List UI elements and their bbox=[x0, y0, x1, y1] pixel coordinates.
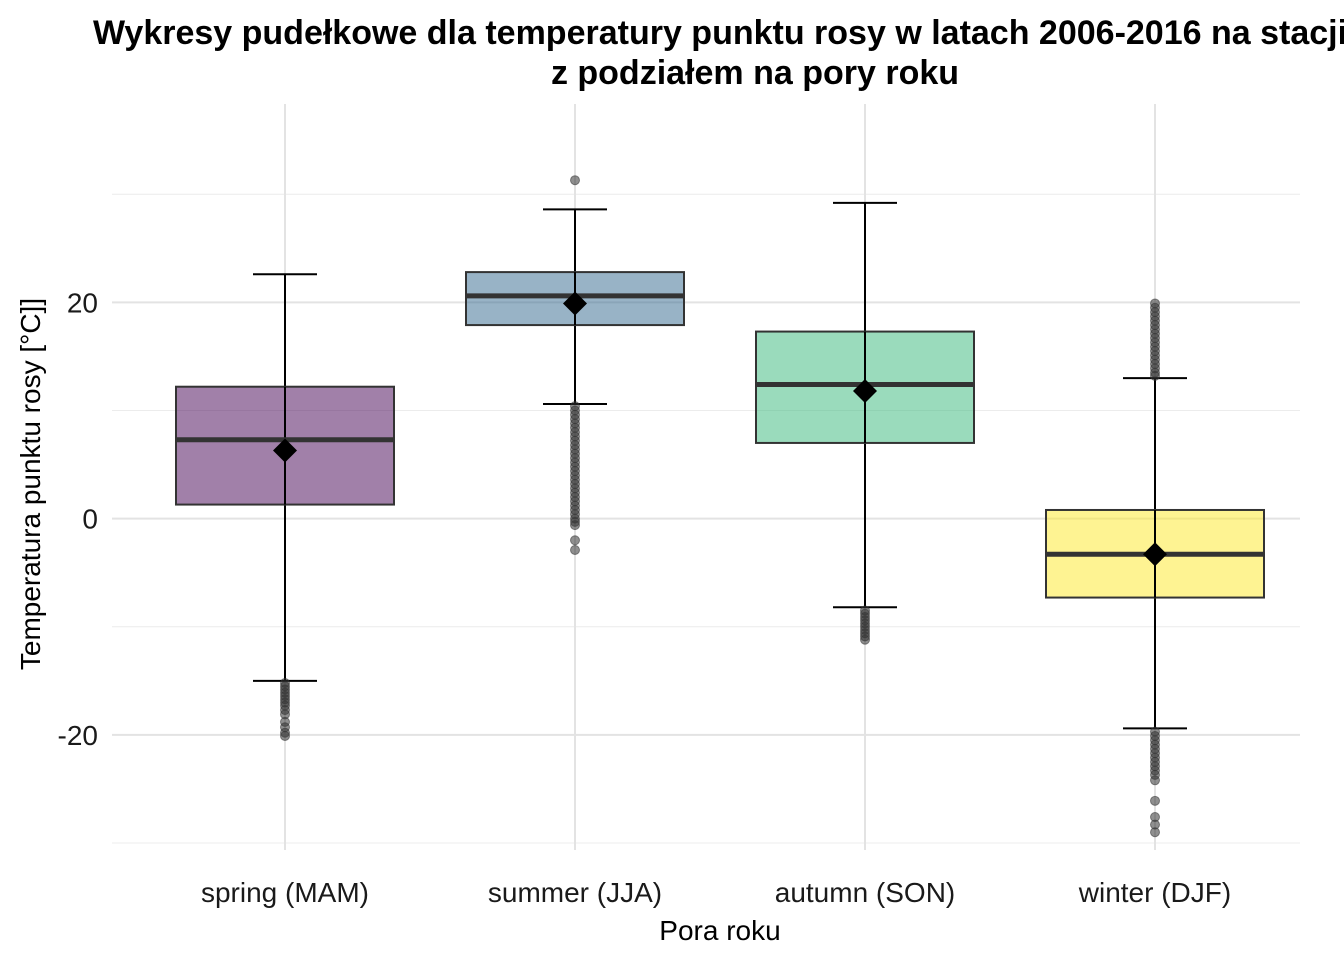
outlier-point bbox=[280, 730, 290, 741]
outlier-point bbox=[570, 535, 580, 546]
outlier-point bbox=[1150, 795, 1160, 806]
box-layer bbox=[175, 175, 1265, 838]
outlier-point bbox=[860, 634, 870, 645]
x-tick-label: autumn (SON) bbox=[775, 877, 956, 908]
outlier-point bbox=[570, 520, 580, 531]
outlier-point bbox=[570, 175, 580, 186]
box-group bbox=[175, 273, 395, 741]
chart-title-line-2: z podziałem na pory roku bbox=[551, 54, 959, 92]
box-group bbox=[755, 201, 975, 645]
x-tick-label: winter (DJF) bbox=[1078, 877, 1231, 908]
box-group bbox=[1045, 298, 1265, 838]
y-tick-label: 0 bbox=[82, 504, 98, 535]
box-group bbox=[465, 175, 685, 555]
outlier-point bbox=[1150, 775, 1160, 786]
outlier-point bbox=[1150, 827, 1160, 838]
x-axis-label: Pora roku bbox=[659, 915, 780, 946]
mean-marker bbox=[273, 438, 297, 463]
x-tick-label: summer (JJA) bbox=[488, 877, 662, 908]
mean-marker bbox=[1143, 542, 1167, 567]
tick-layer: -20 0 20 spring (MAM) summer (JJA) autumn (SO… bbox=[58, 287, 1232, 908]
x-tick-label: spring (MAM) bbox=[201, 877, 369, 908]
chart-title-line-1: Wykresy pudełkowe dla temperatury punktu… bbox=[93, 14, 1344, 52]
outlier-point bbox=[1150, 370, 1160, 381]
outlier-point bbox=[570, 544, 580, 555]
y-axis-label: Temperatura punktu rosy [°C]] bbox=[15, 298, 46, 670]
y-tick-label: -20 bbox=[58, 720, 98, 751]
mean-marker bbox=[853, 379, 877, 404]
mean-marker bbox=[563, 291, 587, 316]
y-tick-label: 20 bbox=[67, 287, 98, 318]
